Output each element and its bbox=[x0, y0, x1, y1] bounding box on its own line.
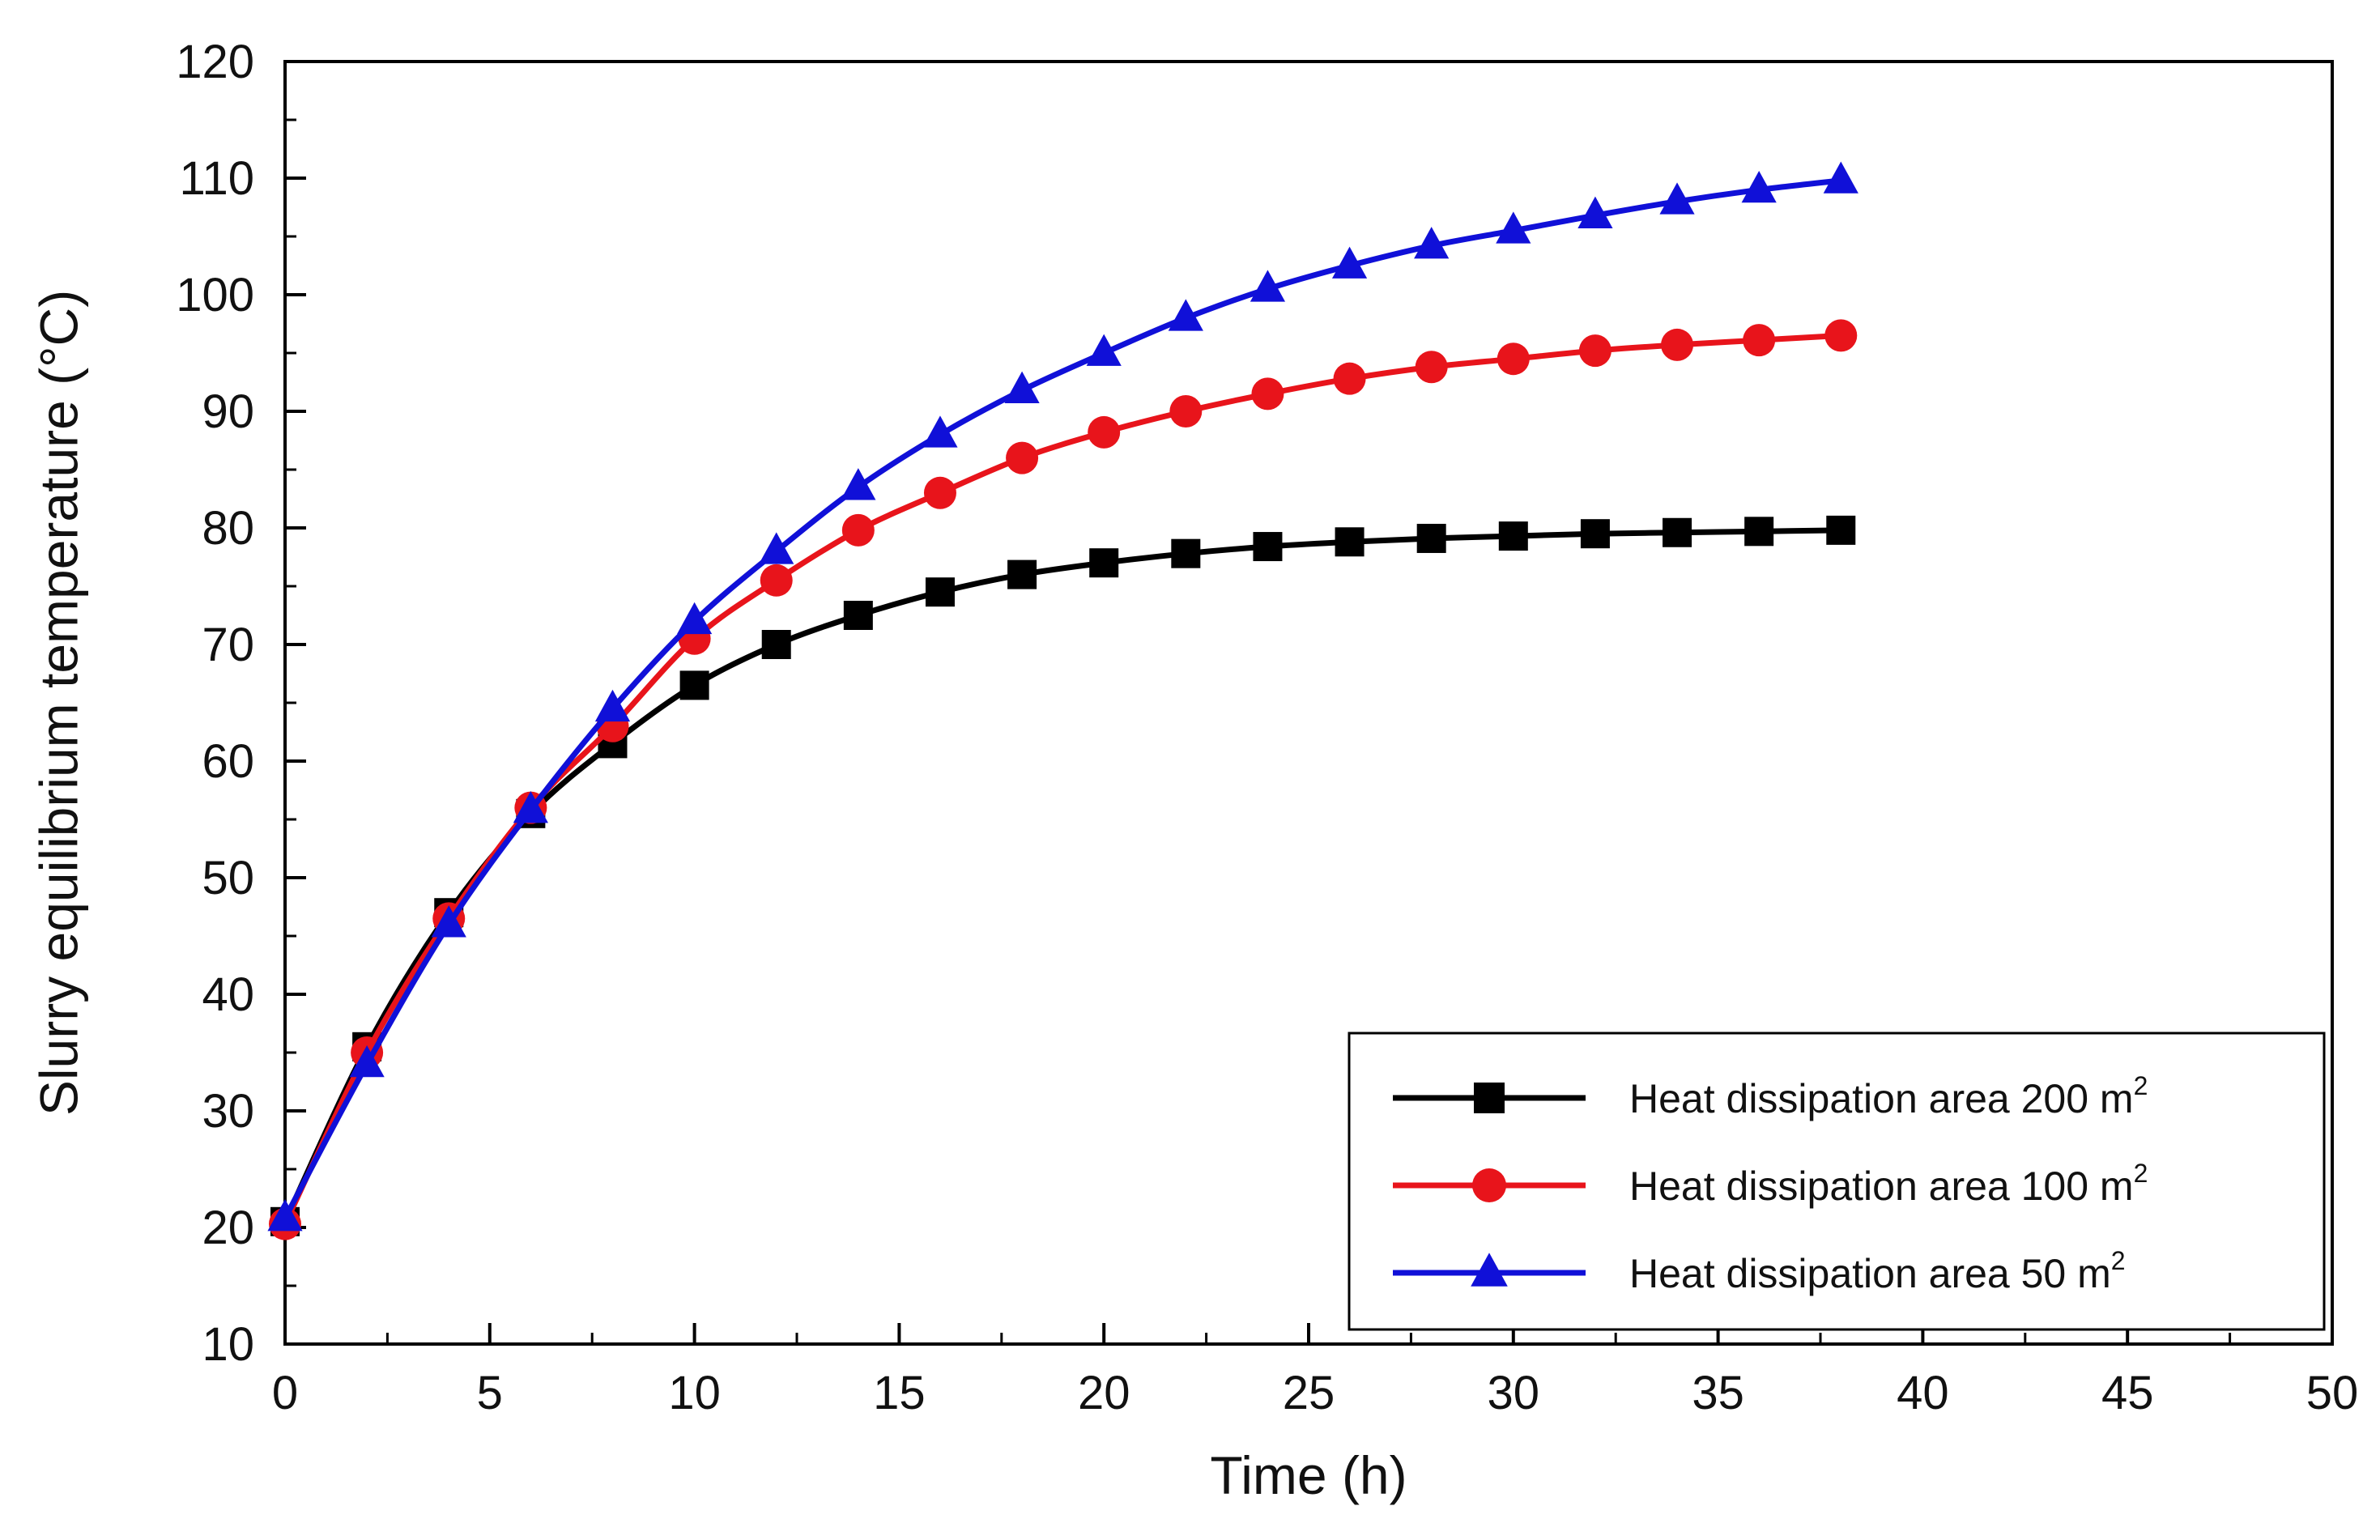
legend-marker bbox=[1472, 1168, 1506, 1202]
y-tick-label: 120 bbox=[176, 36, 254, 88]
data-point bbox=[1415, 351, 1448, 384]
data-point bbox=[1086, 334, 1122, 366]
x-tick-label: 10 bbox=[668, 1367, 721, 1419]
data-point bbox=[1578, 334, 1612, 368]
data-point bbox=[1577, 196, 1613, 228]
x-tick-label: 40 bbox=[1897, 1367, 1949, 1419]
data-point bbox=[349, 1044, 385, 1078]
x-tick-label: 0 bbox=[272, 1367, 298, 1419]
data-point bbox=[1661, 328, 1694, 361]
data-point bbox=[1250, 270, 1286, 302]
data-point bbox=[679, 670, 709, 700]
data-point bbox=[1004, 371, 1040, 403]
data-point bbox=[1414, 227, 1450, 259]
legend-box bbox=[1348, 1032, 2326, 1331]
data-point bbox=[1580, 519, 1610, 549]
data-point bbox=[1168, 299, 1203, 331]
x-tick-label: 45 bbox=[2101, 1367, 2154, 1419]
data-point bbox=[267, 1199, 303, 1232]
legend: Heat dissipation area 200 m2 Heat dissipa… bbox=[1348, 1032, 2326, 1331]
data-point bbox=[922, 415, 958, 448]
legend-item: Heat dissipation area 100 m2 bbox=[1393, 1159, 2148, 1209]
data-point bbox=[1331, 246, 1368, 279]
data-point bbox=[760, 564, 793, 597]
data-point bbox=[1007, 559, 1037, 589]
legend-label: Heat dissipation area 100 m2 bbox=[1629, 1159, 2148, 1209]
x-tick-label: 50 bbox=[2306, 1367, 2359, 1419]
series-layer bbox=[267, 161, 1858, 1240]
data-point bbox=[1741, 170, 1777, 203]
x-tick-label: 30 bbox=[1488, 1367, 1540, 1419]
x-tick-label: 5 bbox=[477, 1367, 503, 1419]
y-tick-label: 10 bbox=[202, 1318, 254, 1371]
data-point bbox=[759, 532, 794, 564]
data-point bbox=[677, 602, 713, 635]
y-tick-label: 20 bbox=[202, 1202, 254, 1254]
x-tick-label: 35 bbox=[1692, 1367, 1744, 1419]
y-tick-label: 90 bbox=[202, 385, 254, 438]
y-tick-label: 50 bbox=[202, 852, 254, 904]
data-point bbox=[1743, 324, 1776, 357]
data-point bbox=[1335, 527, 1365, 557]
data-point bbox=[1659, 182, 1695, 215]
y-axis-title: Slurry equilibrium temperature (°C) bbox=[28, 290, 88, 1116]
legend-item: Heat dissipation area 200 m2 bbox=[1393, 1071, 2148, 1121]
data-point bbox=[1496, 211, 1531, 244]
data-point bbox=[841, 468, 876, 500]
data-point bbox=[1006, 441, 1039, 474]
data-point bbox=[1169, 395, 1203, 428]
y-tick-label: 40 bbox=[202, 968, 254, 1021]
data-point bbox=[1744, 517, 1774, 547]
data-point bbox=[594, 689, 631, 722]
y-tick-label: 80 bbox=[202, 502, 254, 555]
legend-marker bbox=[1471, 1253, 1508, 1287]
data-point bbox=[1171, 538, 1201, 568]
y-tick-label: 110 bbox=[180, 152, 254, 205]
data-point bbox=[1416, 523, 1446, 553]
y-axis: 10 20 30 40 50 60 70 80 90 100 110 120 bbox=[176, 36, 306, 1371]
data-point bbox=[513, 791, 548, 823]
series-triangle bbox=[267, 161, 1858, 1232]
data-point bbox=[1824, 319, 1858, 352]
data-point bbox=[761, 630, 791, 659]
y-tick-label: 100 bbox=[176, 269, 254, 321]
x-tick-label: 25 bbox=[1283, 1367, 1335, 1419]
data-point bbox=[925, 577, 955, 607]
data-point bbox=[1663, 517, 1692, 547]
legend-item: Heat dissipation area 50 m2 bbox=[1393, 1246, 2126, 1296]
data-point bbox=[843, 601, 873, 630]
data-point bbox=[1826, 515, 1856, 545]
legend-label: Heat dissipation area 50 m2 bbox=[1629, 1246, 2126, 1296]
data-point bbox=[1253, 532, 1283, 562]
data-point bbox=[1823, 161, 1858, 194]
data-point bbox=[923, 476, 956, 509]
data-point bbox=[1498, 521, 1528, 551]
y-tick-label: 60 bbox=[202, 735, 254, 788]
data-point bbox=[1088, 415, 1121, 449]
x-tick-label: 15 bbox=[873, 1367, 926, 1419]
data-point bbox=[431, 905, 466, 938]
y-tick-label: 30 bbox=[202, 1085, 254, 1138]
x-axis: 0 5 10 15 20 25 30 35 40 45 50 bbox=[272, 1323, 2358, 1419]
data-point bbox=[841, 513, 875, 547]
data-point bbox=[1333, 362, 1366, 395]
legend-marker bbox=[1474, 1083, 1505, 1113]
legend-label: Heat dissipation area 200 m2 bbox=[1629, 1071, 2148, 1121]
x-axis-title: Time (h) bbox=[1210, 1445, 1407, 1505]
data-point bbox=[1497, 342, 1530, 376]
data-point bbox=[1251, 377, 1284, 411]
data-point bbox=[1089, 548, 1119, 578]
y-tick-label: 70 bbox=[202, 619, 254, 671]
x-tick-label: 20 bbox=[1078, 1367, 1130, 1419]
